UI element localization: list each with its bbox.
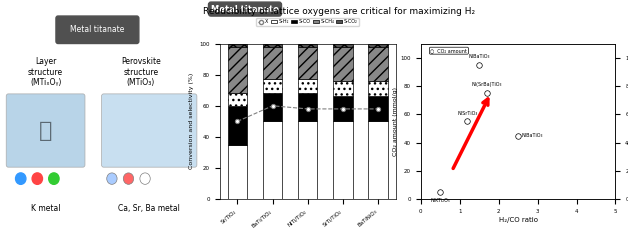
Bar xyxy=(228,47,247,93)
Bar xyxy=(263,121,282,199)
Text: NiBaTiO₃: NiBaTiO₃ xyxy=(468,54,490,59)
Text: Reducibility of lattice oxygens are critical for maximizing H₂: Reducibility of lattice oxygens are crit… xyxy=(203,7,475,16)
Bar xyxy=(263,47,282,79)
Text: 🔷: 🔷 xyxy=(39,120,52,141)
Bar xyxy=(298,93,317,121)
Y-axis label: Conversion and selectivity (%): Conversion and selectivity (%) xyxy=(189,73,194,169)
Bar xyxy=(369,121,387,199)
Text: NiSrTiO₃: NiSrTiO₃ xyxy=(457,111,478,116)
Bar xyxy=(298,44,317,47)
Bar xyxy=(263,79,282,93)
Bar xyxy=(263,93,282,121)
Circle shape xyxy=(123,173,134,184)
FancyBboxPatch shape xyxy=(6,94,85,167)
Bar xyxy=(228,106,247,145)
Text: K metal: K metal xyxy=(31,204,60,213)
FancyBboxPatch shape xyxy=(102,94,197,167)
Bar xyxy=(333,121,352,199)
Text: Layer
structure
(MTiₓOᵧ): Layer structure (MTiₓOᵧ) xyxy=(28,57,63,87)
Bar xyxy=(298,79,317,93)
Bar xyxy=(333,44,352,47)
Text: Ni(SrBa)TiO₃: Ni(SrBa)TiO₃ xyxy=(472,82,502,87)
Text: Perovskite
structure
(MTiO₃): Perovskite structure (MTiO₃) xyxy=(121,57,161,87)
Circle shape xyxy=(140,173,150,184)
Bar xyxy=(298,121,317,199)
Text: Metal titanate: Metal titanate xyxy=(70,25,124,34)
Circle shape xyxy=(16,173,26,184)
FancyBboxPatch shape xyxy=(56,16,139,44)
Bar xyxy=(369,44,387,47)
Text: ○  CO₂ amount: ○ CO₂ amount xyxy=(431,48,467,53)
Text: Metal titanate: Metal titanate xyxy=(211,5,279,14)
Bar xyxy=(369,47,387,81)
Bar xyxy=(333,96,352,121)
Legend: X, S-H₂, S-CO, S-CH₄, S-CO₂: X, S-H₂, S-CO, S-CH₄, S-CO₂ xyxy=(256,18,359,26)
Text: NiKTi₂O₅: NiKTi₂O₅ xyxy=(430,198,450,203)
Bar xyxy=(228,145,247,199)
Circle shape xyxy=(32,173,43,184)
Bar xyxy=(298,47,317,79)
Y-axis label: CO₂ amount (mmol/g): CO₂ amount (mmol/g) xyxy=(392,87,398,156)
Circle shape xyxy=(107,173,117,184)
Text: Ca, Sr, Ba metal: Ca, Sr, Ba metal xyxy=(118,204,180,213)
Bar xyxy=(333,81,352,96)
Bar xyxy=(369,96,387,121)
Circle shape xyxy=(49,173,59,184)
Text: NiBaTiO₃: NiBaTiO₃ xyxy=(522,133,543,138)
X-axis label: H₂/CO ratio: H₂/CO ratio xyxy=(499,217,538,223)
Bar xyxy=(369,81,387,96)
Bar xyxy=(228,93,247,106)
Bar xyxy=(228,44,247,47)
Bar xyxy=(333,47,352,81)
Bar xyxy=(263,44,282,47)
